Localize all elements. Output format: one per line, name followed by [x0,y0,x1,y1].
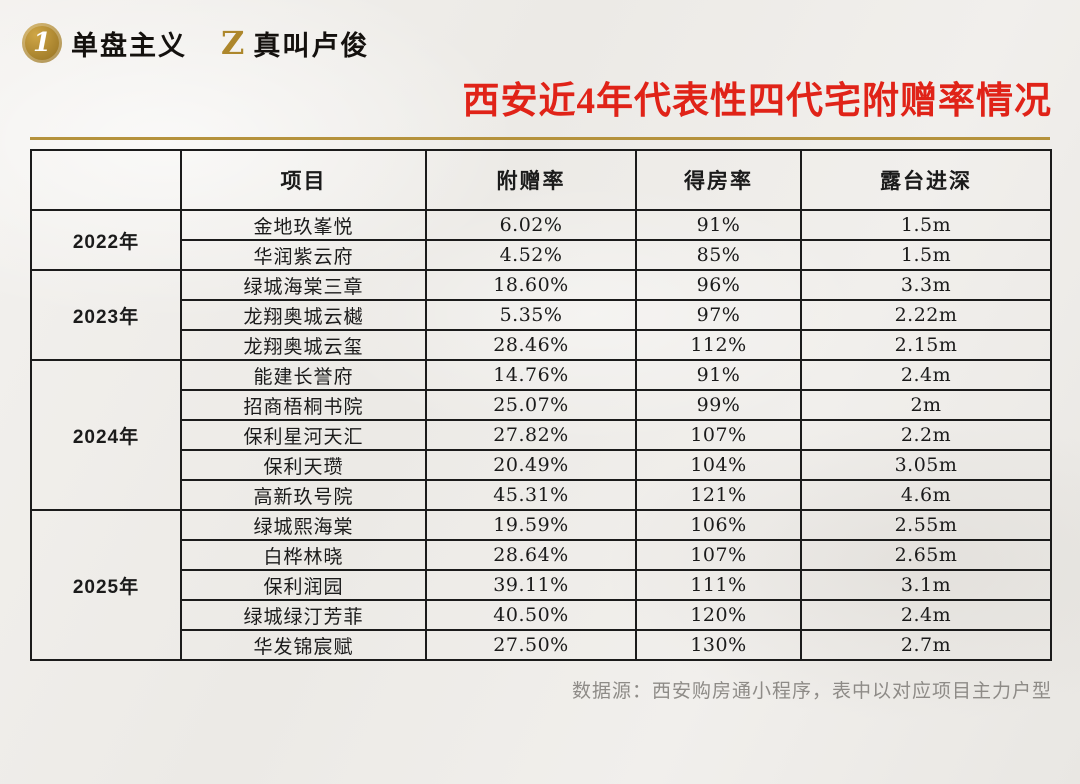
terrace-depth-cell: 2.2m [800,419,1052,452]
col-header-project: 项目 [180,149,427,212]
brand-danpanzhuyi: 1 单盘主义 [22,23,187,63]
gift-rate-cell: 28.46% [425,329,637,362]
table-row: 2022年 金地玖峯悦 6.02% 91% 1.5m [30,209,1052,272]
table-row: 白桦林晓 28.64% 107% 2.65m [31,539,1052,572]
brand-header: 1 单盘主义 Z 真叫卢俊 [0,0,1080,66]
gift-rate-cell: 28.64% [425,539,637,572]
gift-rate-cell: 40.50% [425,599,637,632]
usable-area-rate-cell: 97% [635,299,802,332]
terrace-depth-cell: 2.15m [800,329,1052,362]
gift-rate-cell: 14.76% [425,359,637,392]
page-title: 西安近4年代表性四代宅附赠率情况 [462,81,1052,122]
terrace-depth-cell: 3.3m [800,269,1052,302]
year-cell: 2022年 [30,209,182,272]
table-row: 龙翔奥城云樾 5.35% 97% 2.22m [31,299,1052,332]
table-row: 华润紫云府 4.52% 85% 1.5m [31,239,1052,272]
gift-rate-cell: 39.11% [425,569,637,602]
gift-rate-cell: 4.52% [425,239,637,272]
col-header-gift-rate: 附赠率 [425,149,637,212]
gift-rate-cell: 27.82% [425,419,637,452]
project-cell: 保利润园 [180,569,427,602]
table-header-row: 项目 附赠率 得房率 露台进深 [30,149,1052,212]
usable-area-rate-cell: 106% [635,509,802,542]
usable-area-rate-cell: 121% [635,479,802,512]
gift-rate-cell: 20.49% [425,449,637,482]
terrace-depth-cell: 2.55m [800,509,1052,542]
usable-area-rate-cell: 112% [635,329,802,362]
usable-area-rate-cell: 107% [635,539,802,572]
table-row: 华发锦宸赋 27.50% 130% 2.7m [31,629,1052,662]
gold-coin-1-icon: 1 [22,23,62,63]
data-source-note: 数据源：西安购房通小程序，表中以对应项目主力户型 [571,681,1052,703]
terrace-depth-cell: 3.05m [800,449,1052,482]
project-cell: 华发锦宸赋 [180,629,427,662]
usable-area-rate-cell: 99% [635,389,802,422]
brand-danpanzhuyi-label: 单盘主义 [71,30,187,61]
terrace-depth-cell: 2m [800,389,1052,422]
gift-rate-cell: 25.07% [425,389,637,422]
terrace-depth-cell: 2.4m [800,599,1052,632]
project-cell: 高新玖号院 [180,479,427,512]
project-cell: 能建长誉府 [180,359,427,392]
project-cell: 绿城熙海棠 [180,509,427,542]
terrace-depth-cell: 2.7m [800,629,1052,662]
table-row: 保利天瓒 20.49% 104% 3.05m [31,449,1052,482]
usable-area-rate-cell: 130% [635,629,802,662]
brand-zhenjiaolujun-label: 真叫卢俊 [253,30,370,61]
project-cell: 金地玖峯悦 [180,209,427,242]
terrace-depth-cell: 2.22m [800,299,1052,332]
usable-area-rate-cell: 120% [635,599,802,632]
year-cell: 2023年 [30,269,182,362]
project-cell: 保利天瓒 [180,449,427,482]
terrace-depth-cell: 1.5m [800,209,1052,242]
terrace-depth-cell: 3.1m [800,569,1052,602]
col-header-terrace-depth: 露台进深 [800,149,1052,212]
terrace-depth-cell: 4.6m [800,479,1052,512]
project-cell: 招商梧桐书院 [180,389,427,422]
project-cell: 龙翔奥城云玺 [180,329,427,362]
usable-area-rate-cell: 85% [635,239,802,272]
gift-rate-cell: 6.02% [425,209,637,242]
table-row: 2023年 绿城海棠三章 18.60% 96% 3.3m [30,269,1052,362]
gift-rate-cell: 5.35% [425,299,637,332]
project-cell: 白桦林晓 [180,539,427,572]
divider-gold-rule [30,137,1050,141]
table-row: 高新玖号院 45.31% 121% 4.6m [31,479,1052,512]
project-cell: 绿城海棠三章 [180,269,427,302]
terrace-depth-cell: 2.65m [800,539,1052,572]
gift-rate-cell: 45.31% [425,479,637,512]
usable-area-rate-cell: 96% [635,269,802,302]
usable-area-rate-cell: 111% [635,569,802,602]
usable-area-rate-cell: 107% [635,419,802,452]
gift-rate-cell: 19.59% [425,509,637,542]
table-row: 2024年 能建长誉府 14.76% 91% 2.4m [30,359,1052,512]
usable-area-rate-cell: 91% [635,359,802,392]
project-cell: 龙翔奥城云樾 [180,299,427,332]
year-cell: 2024年 [30,359,182,512]
table-row: 保利星河天汇 27.82% 107% 2.2m [31,419,1052,452]
table-row: 招商梧桐书院 25.07% 99% 2m [31,389,1052,422]
gift-rate-cell: 27.50% [425,629,637,662]
table-row: 绿城绿汀芳菲 40.50% 120% 2.4m [31,599,1052,632]
table-row: 龙翔奥城云玺 28.46% 112% 2.15m [31,329,1052,362]
table-body: 2022年 金地玖峯悦 6.02% 91% 1.5m 华润紫云府 4.52% 85% 1.5m 2… [30,209,1052,662]
data-table: 项目 附赠率 得房率 露台进深 2022年 金地玖峯悦 6.02% 91% 1.5m 华润… [30,149,1052,662]
gold-z-icon: Z [221,24,245,62]
gift-rate-cell: 18.60% [425,269,637,302]
terrace-depth-cell: 1.5m [800,239,1052,272]
project-cell: 华润紫云府 [180,239,427,272]
usable-area-rate-cell: 104% [635,449,802,482]
project-cell: 保利星河天汇 [180,419,427,452]
year-cell: 2025年 [30,509,182,662]
brand-zhenjiaolujun: Z 真叫卢俊 [221,24,369,63]
table-row: 保利润园 39.11% 111% 3.1m [31,569,1052,602]
terrace-depth-cell: 2.4m [800,359,1052,392]
project-cell: 绿城绿汀芳菲 [180,599,427,632]
usable-area-rate-cell: 91% [635,209,802,242]
col-header-usable-area-rate: 得房率 [635,149,802,212]
table-row: 2025年 绿城熙海棠 19.59% 106% 2.55m [30,509,1052,662]
corner-cell [30,149,182,212]
